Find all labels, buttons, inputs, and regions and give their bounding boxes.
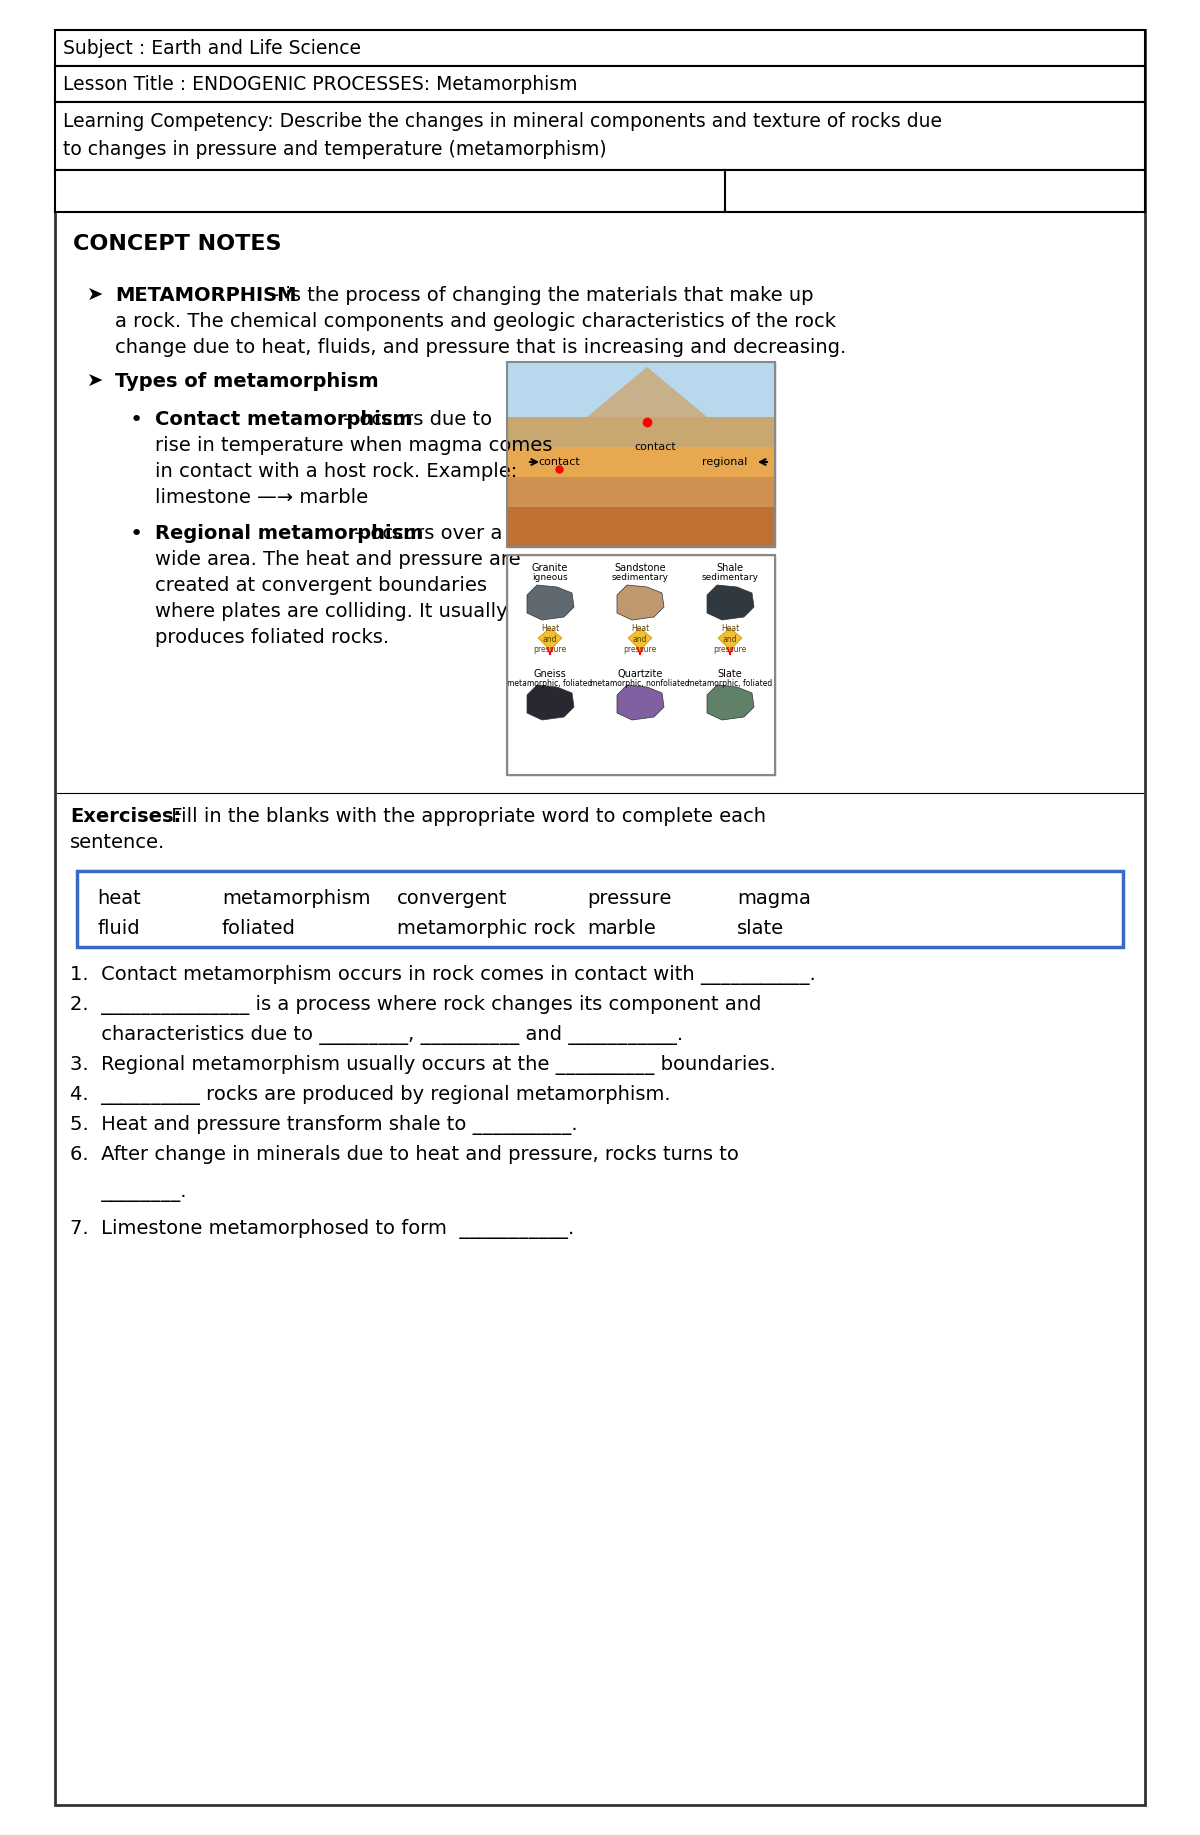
Text: Granite: Granite	[532, 563, 568, 573]
Text: in contact with a host rock. Example:: in contact with a host rock. Example:	[155, 462, 517, 481]
Text: Contact metamorphism: Contact metamorphism	[155, 409, 413, 429]
Text: ________.: ________.	[70, 1184, 186, 1202]
Text: •: •	[130, 525, 143, 543]
Text: slate: slate	[737, 919, 784, 938]
Text: magma: magma	[737, 888, 811, 908]
Bar	[508, 477, 775, 506]
Text: metamorphic, foliated: metamorphic, foliated	[688, 679, 773, 688]
Bar	[55, 66, 1145, 103]
Text: Slate: Slate	[718, 670, 743, 679]
Text: contact: contact	[538, 457, 580, 466]
Text: 4.  __________ rocks are produced by regional metamorphism.: 4. __________ rocks are produced by regi…	[70, 1084, 671, 1105]
Text: METAMORPHISM: METAMORPHISM	[115, 286, 296, 305]
Text: Quartzite: Quartzite	[617, 670, 662, 679]
Text: ➤: ➤	[88, 286, 103, 305]
Text: limestone —→ marble: limestone —→ marble	[155, 488, 368, 506]
Text: 5.  Heat and pressure transform shale to __________.: 5. Heat and pressure transform shale to …	[70, 1116, 577, 1136]
Text: – occurs due to: – occurs due to	[337, 409, 492, 429]
Text: Exercises:: Exercises:	[70, 807, 181, 826]
Bar	[508, 554, 775, 774]
Polygon shape	[587, 367, 707, 417]
Text: Regional metamorphism: Regional metamorphism	[155, 525, 424, 543]
Text: convergent: convergent	[397, 888, 508, 908]
Text: sentence.: sentence.	[70, 833, 166, 851]
Text: – occurs over a: – occurs over a	[348, 525, 503, 543]
Text: Heat
and
pressure: Heat and pressure	[533, 624, 566, 653]
Text: pressure: pressure	[587, 888, 671, 908]
Polygon shape	[617, 684, 664, 719]
Text: 7.  Limestone metamorphosed to form  ___________.: 7. Limestone metamorphosed to form _____…	[70, 1218, 575, 1239]
Text: ➤: ➤	[88, 373, 103, 391]
Text: 3.  Regional metamorphism usually occurs at the __________ boundaries.: 3. Regional metamorphism usually occurs …	[70, 1055, 775, 1075]
Text: produces foliated rocks.: produces foliated rocks.	[155, 628, 389, 648]
Text: igneous: igneous	[532, 573, 568, 582]
Bar	[508, 448, 775, 477]
Text: Heat
and
pressure: Heat and pressure	[713, 624, 746, 653]
Bar	[508, 554, 775, 774]
Text: CONCEPT NOTES: CONCEPT NOTES	[73, 235, 282, 253]
Bar	[508, 506, 775, 547]
Text: Heat
and
pressure: Heat and pressure	[623, 624, 656, 653]
Text: marble: marble	[587, 919, 655, 938]
Text: Lesson Title : ENDOGENIC PROCESSES: Metamorphism: Lesson Title : ENDOGENIC PROCESSES: Meta…	[64, 75, 577, 94]
Bar	[508, 361, 775, 417]
Polygon shape	[707, 684, 754, 719]
Text: Sandstone: Sandstone	[614, 563, 666, 573]
Text: heat: heat	[97, 888, 140, 908]
Text: Fill in the blanks with the appropriate word to complete each: Fill in the blanks with the appropriate …	[166, 807, 766, 826]
Text: Shale: Shale	[716, 563, 744, 573]
Polygon shape	[628, 628, 652, 650]
Text: created at convergent boundaries: created at convergent boundaries	[155, 576, 487, 595]
Text: sedimentary: sedimentary	[612, 573, 668, 582]
Text: contact: contact	[634, 442, 676, 451]
Text: metamorphic rock: metamorphic rock	[397, 919, 575, 938]
Text: Gneiss: Gneiss	[534, 670, 566, 679]
Text: metamorphic, foliated: metamorphic, foliated	[508, 679, 593, 688]
Polygon shape	[527, 585, 574, 620]
Polygon shape	[718, 628, 742, 650]
Text: – is the process of changing the materials that make up: – is the process of changing the materia…	[263, 286, 814, 305]
Text: Types of metamorphism: Types of metamorphism	[115, 373, 379, 391]
Text: Learning Competency: Describe the changes in mineral components and texture of r: Learning Competency: Describe the change…	[64, 112, 942, 130]
Text: Subject : Earth and Life Science: Subject : Earth and Life Science	[64, 39, 361, 57]
Text: to changes in pressure and temperature (metamorphism): to changes in pressure and temperature (…	[64, 139, 607, 160]
Bar	[77, 872, 1123, 947]
Polygon shape	[527, 684, 574, 719]
Polygon shape	[538, 628, 562, 650]
Polygon shape	[617, 585, 664, 620]
Text: fluid: fluid	[97, 919, 139, 938]
Text: wide area. The heat and pressure are: wide area. The heat and pressure are	[155, 550, 521, 569]
Bar	[55, 171, 1145, 213]
Text: sedimentary: sedimentary	[702, 573, 758, 582]
Text: rise in temperature when magma comes: rise in temperature when magma comes	[155, 437, 552, 455]
Bar	[508, 361, 775, 547]
Text: •: •	[130, 409, 143, 429]
Text: foliated: foliated	[222, 919, 296, 938]
Bar	[508, 417, 775, 448]
Text: metamorphism: metamorphism	[222, 888, 371, 908]
Bar	[55, 29, 1145, 66]
Polygon shape	[707, 585, 754, 620]
Bar	[508, 361, 775, 547]
Text: characteristics due to _________, __________ and ___________.: characteristics due to _________, ______…	[70, 1026, 683, 1044]
Bar	[55, 103, 1145, 171]
Text: change due to heat, fluids, and pressure that is increasing and decreasing.: change due to heat, fluids, and pressure…	[115, 338, 846, 358]
Text: regional: regional	[702, 457, 748, 466]
Text: 6.  After change in minerals due to heat and pressure, rocks turns to: 6. After change in minerals due to heat …	[70, 1145, 739, 1163]
Text: metamorphic, nonfoliated: metamorphic, nonfoliated	[590, 679, 690, 688]
Text: 1.  Contact metamorphism occurs in rock comes in contact with ___________.: 1. Contact metamorphism occurs in rock c…	[70, 965, 816, 985]
Text: where plates are colliding. It usually: where plates are colliding. It usually	[155, 602, 508, 620]
Text: a rock. The chemical components and geologic characteristics of the rock: a rock. The chemical components and geol…	[115, 312, 836, 330]
Text: 2.  _______________ is a process where rock changes its component and: 2. _______________ is a process where ro…	[70, 995, 761, 1015]
